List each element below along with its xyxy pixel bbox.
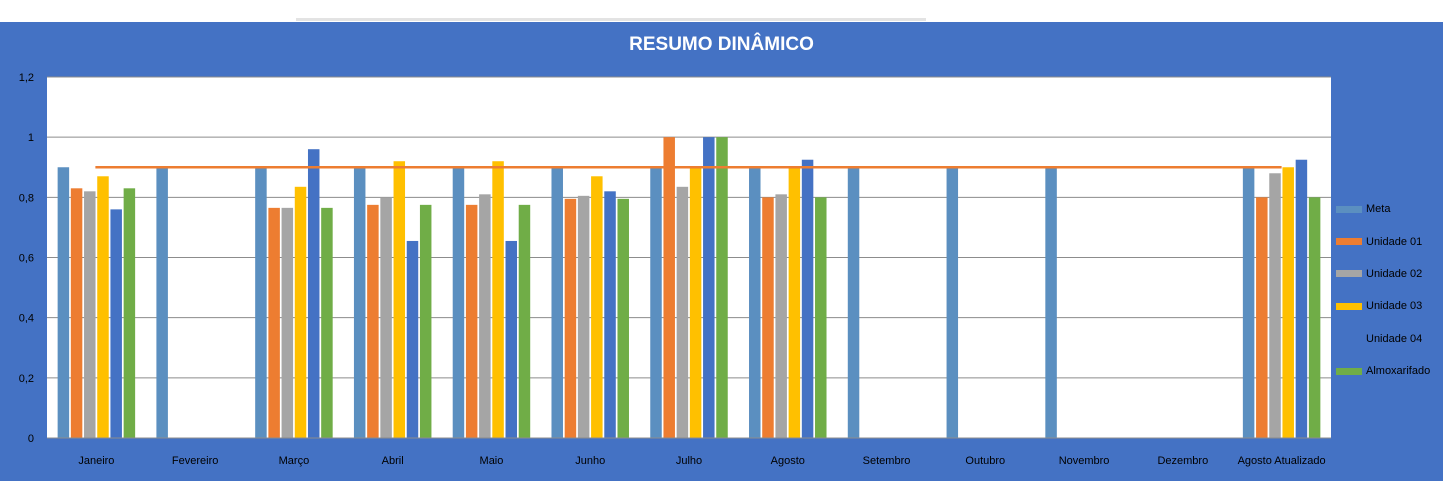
x-tick-label: Dezembro bbox=[1157, 455, 1208, 467]
bar-almoxarifado bbox=[518, 204, 531, 438]
bar-unidade-04 bbox=[406, 240, 419, 438]
legend-label: Unidade 02 bbox=[1366, 267, 1423, 280]
x-tick-label: Outubro bbox=[965, 455, 1005, 467]
x-tick-label: Fevereiro bbox=[172, 455, 218, 467]
x-tick-label: Março bbox=[279, 455, 310, 467]
bar-unidade-03 bbox=[97, 176, 109, 438]
sheet-divider bbox=[296, 18, 926, 21]
legend-swatch bbox=[1336, 335, 1362, 343]
x-tick-label: Novembro bbox=[1059, 455, 1110, 467]
bar-meta bbox=[551, 167, 563, 438]
bar-meta bbox=[57, 167, 70, 438]
legend-swatch bbox=[1336, 302, 1362, 310]
bar-meta bbox=[1045, 167, 1057, 438]
bar-unidade-04 bbox=[505, 240, 518, 438]
bar-unidade-03 bbox=[788, 167, 801, 438]
y-tick-label: 0,8 bbox=[19, 192, 34, 204]
bar-unidade-04 bbox=[1295, 159, 1308, 438]
legend-label: Almoxarifado bbox=[1366, 365, 1431, 378]
bar-meta bbox=[650, 167, 662, 438]
bar-unidade-04 bbox=[801, 159, 814, 438]
bar-meta bbox=[156, 167, 168, 438]
legend-item: Unidade 03 bbox=[1336, 290, 1443, 322]
bar-meta bbox=[847, 167, 860, 438]
x-tick-label: Agosto Atualizado bbox=[1238, 455, 1326, 467]
y-tick-label: 1 bbox=[28, 132, 34, 144]
x-tick-label: Julho bbox=[676, 455, 702, 467]
legend-swatch bbox=[1336, 270, 1362, 278]
legend-item: Unidade 02 bbox=[1336, 258, 1443, 290]
legend-label: Unidade 03 bbox=[1366, 300, 1423, 313]
bar-unidade-01 bbox=[367, 204, 379, 438]
legend-label: Meta bbox=[1366, 203, 1391, 216]
legend-swatch bbox=[1336, 367, 1362, 375]
bar-unidade-02 bbox=[281, 207, 294, 438]
bar-meta bbox=[452, 167, 465, 438]
bar-unidade-04 bbox=[110, 209, 122, 438]
bar-unidade-03 bbox=[591, 176, 603, 438]
bar-unidade-01 bbox=[663, 137, 675, 438]
bar-meta bbox=[1242, 167, 1255, 438]
bar-unidade-03 bbox=[1282, 167, 1294, 438]
x-tick-label: Abril bbox=[382, 455, 404, 467]
bar-almoxarifado bbox=[716, 137, 728, 438]
legend-item: Almoxarifado bbox=[1336, 355, 1443, 387]
bar-meta bbox=[749, 167, 761, 438]
legend-item: Meta bbox=[1336, 193, 1443, 225]
bar-unidade-02 bbox=[577, 195, 590, 438]
bar-unidade-01 bbox=[70, 188, 83, 438]
bar-unidade-03 bbox=[294, 186, 307, 438]
y-tick-label: 0,4 bbox=[19, 313, 34, 325]
bar-unidade-04 bbox=[604, 191, 616, 438]
bar-almoxarifado bbox=[815, 197, 827, 438]
legend-item: Unidade 01 bbox=[1336, 225, 1443, 257]
x-tick-label: Junho bbox=[575, 455, 605, 467]
chart-area[interactable]: 0 0,2 0,4 0,6 0,8 1 1,2 Janeiro Fevereiro Março A… bbox=[0, 22, 1443, 481]
legend-item: Unidade 04 bbox=[1336, 323, 1443, 355]
bar-unidade-02 bbox=[84, 191, 96, 438]
bar-unidade-01 bbox=[564, 198, 577, 438]
legend-label: Unidade 04 bbox=[1366, 332, 1423, 345]
chart-title: RESUMO DINÂMICO bbox=[629, 34, 814, 55]
bar-almoxarifado bbox=[419, 204, 432, 438]
bar-unidade-04 bbox=[703, 137, 715, 438]
y-tick-label: 0,6 bbox=[19, 253, 34, 265]
legend-swatch bbox=[1336, 238, 1362, 246]
bar-unidade-01 bbox=[465, 204, 478, 438]
x-tick-label: Janeiro bbox=[78, 455, 114, 467]
legend-swatch bbox=[1336, 205, 1362, 213]
bar-almoxarifado bbox=[1308, 197, 1321, 438]
x-tick-label: Setembro bbox=[863, 455, 911, 467]
bar-meta bbox=[946, 167, 959, 438]
bar-unidade-02 bbox=[676, 186, 689, 438]
bar-almoxarifado bbox=[321, 207, 333, 438]
bar-unidade-03 bbox=[492, 161, 504, 438]
bar-meta bbox=[255, 167, 267, 438]
y-tick-label: 0,2 bbox=[19, 373, 34, 385]
spreadsheet-top-strip bbox=[0, 0, 1443, 22]
bar-unidade-01 bbox=[762, 197, 774, 438]
legend-label: Unidade 01 bbox=[1366, 235, 1423, 248]
bar-unidade-01 bbox=[268, 207, 280, 438]
bar-unidade-01 bbox=[1256, 197, 1268, 438]
bar-meta bbox=[353, 167, 366, 438]
y-tick-label: 0 bbox=[28, 433, 34, 445]
bar-unidade-02 bbox=[1269, 173, 1281, 438]
y-tick-label: 1,2 bbox=[19, 72, 34, 84]
bar-unidade-02 bbox=[775, 194, 787, 438]
bar-chart: 0 0,2 0,4 0,6 0,8 1 1,2 Janeiro Fevereiro Março A… bbox=[19, 72, 1331, 467]
x-tick-label: Maio bbox=[480, 455, 504, 467]
bar-unidade-03 bbox=[689, 167, 702, 438]
bar-unidade-03 bbox=[393, 161, 406, 438]
legend: Meta Unidade 01 Unidade 02 Unidade 03 Unidad… bbox=[1336, 193, 1443, 387]
x-tick-label: Agosto bbox=[771, 455, 805, 467]
bar-unidade-02 bbox=[380, 197, 392, 438]
bar-almoxarifado bbox=[617, 198, 629, 438]
bar-unidade-02 bbox=[479, 194, 491, 438]
bar-unidade-04 bbox=[307, 149, 320, 438]
bar-almoxarifado bbox=[123, 188, 136, 438]
